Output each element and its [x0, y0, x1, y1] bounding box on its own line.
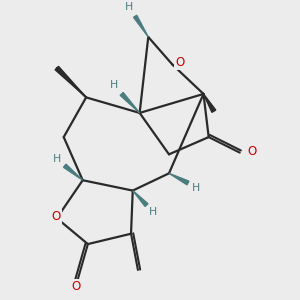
Text: O: O — [247, 146, 256, 158]
Polygon shape — [203, 94, 216, 112]
Polygon shape — [120, 92, 140, 113]
Text: H: H — [110, 80, 118, 90]
Polygon shape — [133, 190, 148, 206]
Polygon shape — [64, 164, 83, 180]
Text: H: H — [53, 154, 61, 164]
Text: O: O — [52, 210, 61, 223]
Text: O: O — [71, 280, 80, 293]
Text: H: H — [124, 2, 133, 12]
Text: H: H — [192, 183, 200, 193]
Text: O: O — [176, 56, 185, 69]
Polygon shape — [169, 173, 189, 185]
Polygon shape — [134, 15, 148, 37]
Polygon shape — [55, 66, 86, 98]
Text: H: H — [149, 207, 158, 217]
